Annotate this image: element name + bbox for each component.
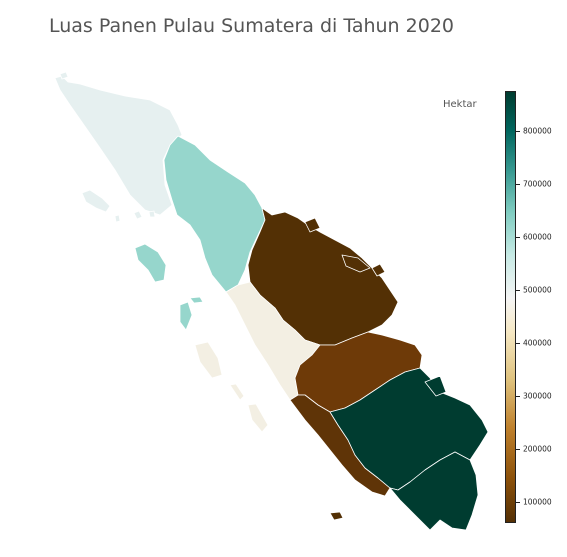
region-lampung[interactable] [389,451,479,531]
island-small-2 [133,210,143,220]
region-sumatera-selatan[interactable] [329,367,489,491]
region-riau[interactable] [247,207,399,346]
colorbar-tick [516,501,520,503]
island-simeulue [81,189,111,213]
colorbar-tick-label: 300000 [523,391,552,401]
colorbar-tick [516,183,520,185]
colorbar [505,91,516,523]
colorbar-tick-label: 700000 [523,179,552,189]
island-kepri-2 [341,254,371,273]
island-small-3 [148,210,156,218]
island-batu-2 [189,296,204,304]
colorbar-tick-label: 500000 [523,285,552,295]
colorbar-unit-label: Hektar [443,99,477,110]
island-nias [134,243,167,283]
colorbar-tick [516,236,520,238]
island-sipora [229,383,245,401]
island-small-1 [114,214,121,223]
colorbar-tick-label: 800000 [523,126,552,136]
colorbar-tick [516,395,520,397]
colorbar-tick-label: 400000 [523,338,552,348]
colorbar-tick [516,342,520,344]
island-kepri-3 [371,263,386,277]
region-aceh[interactable] [54,75,183,216]
colorbar-tick-label: 600000 [523,232,552,242]
island-bangka [424,375,447,397]
colorbar-tick-label: 200000 [523,444,552,454]
colorbar-tick [516,130,520,132]
island-kepri-1 [304,217,321,233]
island-siberut [194,341,223,379]
island-kepri-4 [329,511,344,521]
colorbar-tick [516,448,520,450]
island-batu-1 [179,301,193,331]
island-pagai [247,403,269,433]
island-weh [59,71,69,80]
map-title: Luas Panen Pulau Sumatera di Tahun 2020 [49,15,454,37]
colorbar-tick-label: 100000 [523,497,552,507]
colorbar-tick [516,289,520,291]
